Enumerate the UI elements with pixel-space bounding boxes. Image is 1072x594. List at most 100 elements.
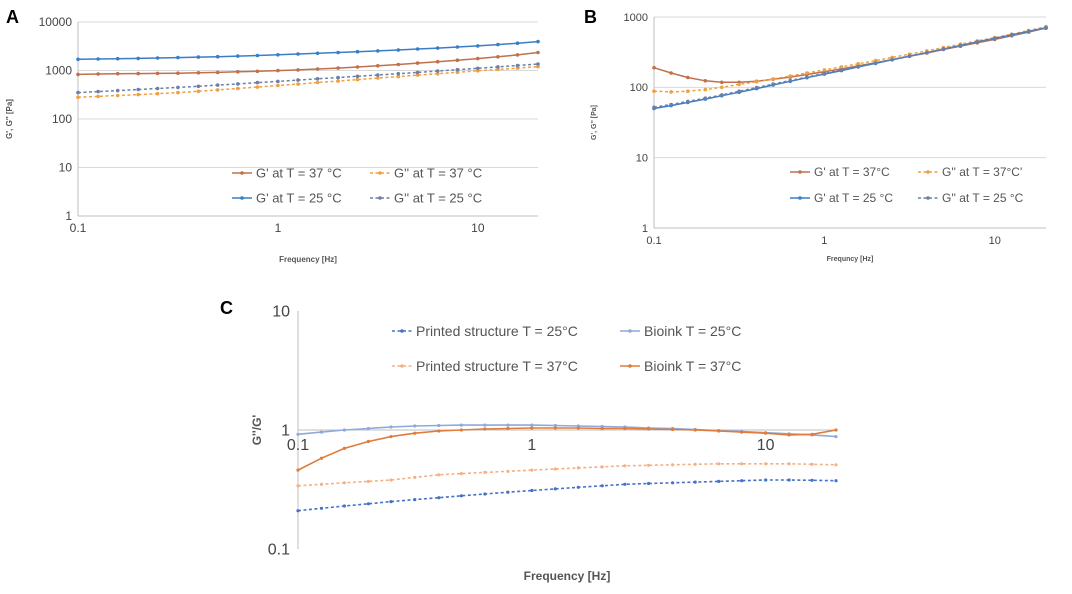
data-point <box>515 41 520 45</box>
data-point <box>296 484 300 488</box>
legend-item: G' at T = 25 °C <box>232 191 342 206</box>
x-tick-label: 10 <box>471 221 485 235</box>
data-point <box>553 426 557 430</box>
data-point <box>296 509 300 513</box>
data-point <box>671 481 675 485</box>
series-0 <box>652 26 1048 85</box>
data-point <box>336 50 340 55</box>
series-line <box>77 65 539 99</box>
data-point <box>115 93 120 98</box>
data-point <box>76 95 80 100</box>
data-point <box>476 69 480 73</box>
data-point <box>355 74 360 79</box>
data-point <box>576 466 580 470</box>
data-point <box>315 80 320 85</box>
data-point <box>496 65 500 69</box>
data-point <box>647 427 651 431</box>
legend-marker <box>240 196 244 200</box>
data-point <box>459 423 463 427</box>
data-point <box>96 72 100 76</box>
data-point <box>839 65 844 69</box>
data-point <box>623 426 627 431</box>
series-line <box>297 427 837 471</box>
y-axis-title: G''/G' <box>250 415 264 446</box>
data-point <box>703 79 708 83</box>
data-point <box>506 423 510 427</box>
data-point <box>115 71 120 76</box>
x-tick-label: 0.1 <box>70 221 87 235</box>
data-point <box>215 70 220 75</box>
legend-label: G'' at T = 37°C' <box>942 165 1022 179</box>
data-point <box>515 63 520 68</box>
data-point <box>342 504 346 508</box>
data-point <box>176 55 180 60</box>
data-point <box>366 479 370 483</box>
y-tick-label: 1 <box>281 423 290 440</box>
data-point <box>459 472 463 476</box>
data-point <box>576 426 580 430</box>
data-point <box>720 85 724 90</box>
data-point <box>276 83 280 88</box>
data-point <box>496 55 500 59</box>
legend-label: G'' at T = 25 °C <box>394 191 482 206</box>
data-point <box>437 423 441 428</box>
legend-marker <box>926 170 930 174</box>
data-point <box>96 57 100 61</box>
data-point <box>787 462 791 466</box>
y-tick-label: 10 <box>59 161 73 175</box>
data-point <box>652 89 656 93</box>
series-line <box>297 463 837 487</box>
series-2 <box>296 462 838 488</box>
data-point <box>296 78 300 82</box>
legend-item: G'' at T = 25 °C <box>918 191 1024 205</box>
legend-marker <box>798 170 802 174</box>
data-point <box>805 71 809 75</box>
data-point <box>215 88 220 92</box>
legend-marker <box>378 196 382 200</box>
data-point <box>693 480 697 484</box>
data-point <box>455 67 460 72</box>
data-point <box>669 90 673 94</box>
data-point <box>788 74 792 78</box>
data-point <box>805 75 809 79</box>
data-point <box>437 429 441 433</box>
x-axis-title: Frequency [Hz] <box>524 569 611 583</box>
series-1 <box>652 24 1048 94</box>
data-point <box>389 478 393 482</box>
data-point <box>296 82 300 86</box>
x-tick-label: 10 <box>989 235 1001 247</box>
data-point <box>196 84 201 89</box>
panel-label-b: B <box>584 7 597 27</box>
data-point <box>553 467 557 471</box>
data-point <box>686 75 690 80</box>
y-tick-label: 1 <box>642 223 648 235</box>
data-point <box>376 73 380 77</box>
data-point <box>740 430 744 434</box>
data-point <box>413 431 417 435</box>
data-point <box>890 57 894 62</box>
data-point <box>530 423 534 427</box>
data-point <box>536 64 540 69</box>
legend-label: Printed structure T = 37°C <box>416 358 578 374</box>
series-3 <box>296 426 838 472</box>
series-0 <box>296 478 838 513</box>
data-point <box>435 59 440 64</box>
data-point <box>686 89 690 93</box>
data-point <box>296 52 300 56</box>
data-point <box>975 40 980 44</box>
data-point <box>496 67 500 72</box>
data-point <box>553 487 557 491</box>
data-point <box>787 433 791 437</box>
legend-marker <box>926 196 930 200</box>
data-point <box>600 465 604 469</box>
legend-marker <box>798 196 802 200</box>
data-point <box>236 82 240 86</box>
data-point <box>136 71 140 76</box>
x-tick-label: 10 <box>757 437 775 454</box>
data-point <box>215 83 220 87</box>
data-point <box>671 463 675 467</box>
data-point <box>1044 26 1048 31</box>
legend-label: G' at T = 37 °C <box>256 166 342 181</box>
data-point <box>296 468 300 472</box>
